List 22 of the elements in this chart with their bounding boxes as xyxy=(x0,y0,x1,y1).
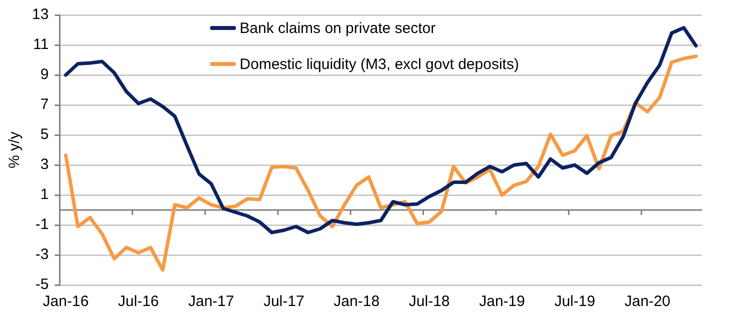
y-tick-label: -1 xyxy=(35,216,49,234)
x-tick-label: Jan-16 xyxy=(42,293,89,310)
y-tick-label: 7 xyxy=(40,96,49,114)
x-tick-label: Jul-16 xyxy=(118,293,159,310)
x-tick-label: Jul-17 xyxy=(263,293,304,310)
y-tick-label: 9 xyxy=(40,66,49,84)
y-tick-label: -5 xyxy=(35,276,49,294)
x-tick-label: Jul-18 xyxy=(408,293,450,310)
legend-label: Bank claims on private sector xyxy=(240,20,436,36)
y-tick-label: 13 xyxy=(32,6,49,24)
y-tick-label: 11 xyxy=(33,36,49,54)
y-tick-label: 1 xyxy=(40,186,49,204)
x-tick-label: Jul-19 xyxy=(554,293,596,310)
x-tick-label: Jan-19 xyxy=(479,293,525,310)
x-tick-label: Jan-18 xyxy=(334,293,380,310)
y-tick-label: -3 xyxy=(35,246,49,264)
x-tick-label: Jan-20 xyxy=(624,293,670,310)
x-tick-label: Jan-17 xyxy=(188,293,234,310)
legend-label: Domestic liquidity (M3, excl govt deposits) xyxy=(240,56,519,72)
y-tick-label: 5 xyxy=(40,126,49,144)
y-axis-title: % y/y xyxy=(6,131,24,168)
y-tick-label: 3 xyxy=(40,156,49,174)
